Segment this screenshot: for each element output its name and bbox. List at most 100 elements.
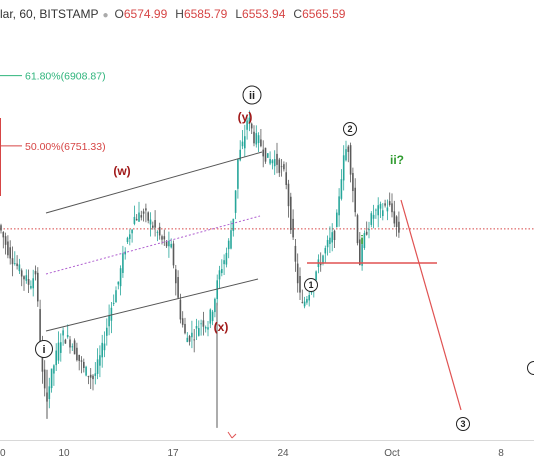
candle-body (299, 275, 301, 293)
candle-body (338, 196, 340, 216)
candle-body (145, 208, 147, 211)
candle-body (37, 272, 39, 302)
candle-body (158, 226, 161, 236)
low-label: L (235, 7, 243, 21)
candle-body (99, 355, 101, 366)
candle-body (94, 373, 97, 376)
candle-body (230, 230, 232, 249)
wave-w-label: (w) (113, 164, 130, 178)
wave-i-label-text: i (42, 344, 45, 356)
candle-body (0, 225, 2, 231)
candle-body (234, 190, 237, 213)
candle-body (285, 172, 287, 185)
candle-body (34, 271, 37, 275)
candle-body (25, 275, 28, 281)
close-label: C (293, 7, 303, 21)
candle-body (103, 343, 106, 351)
candle-body (248, 117, 251, 124)
candle-body (375, 209, 377, 211)
candle-body (370, 213, 373, 225)
candle-body (177, 277, 179, 298)
candle-body (398, 221, 400, 233)
candle-body (149, 219, 152, 225)
candle-body (386, 207, 389, 212)
candle-body (315, 271, 317, 281)
candle-body (62, 330, 64, 336)
candle-body (50, 368, 53, 389)
candle-body (186, 337, 189, 343)
candle-body (273, 159, 276, 167)
candle-body (119, 268, 122, 287)
candle-body (345, 149, 347, 161)
candle-body (306, 298, 308, 303)
candle-body (237, 158, 239, 189)
candle-body (168, 241, 170, 247)
candle-body (257, 135, 260, 144)
candle-body (89, 374, 92, 378)
candle-body (340, 179, 343, 199)
candle-body (73, 340, 76, 355)
candle-body (331, 232, 333, 243)
candle-body (76, 347, 78, 361)
candle-body (110, 307, 113, 321)
candle-body (363, 233, 366, 249)
marker-stub (227, 431, 233, 439)
x-tick-label: 10 (58, 448, 70, 459)
candle-body (368, 229, 370, 231)
candle-body (154, 220, 156, 228)
candle-body (290, 196, 292, 230)
candle-body (9, 247, 11, 259)
candle-body (2, 232, 5, 238)
candle-body (181, 318, 184, 325)
candle-body (57, 342, 60, 361)
wave-3-label-text: 3 (460, 419, 465, 429)
candle-body (250, 123, 253, 129)
candle-body (283, 164, 285, 170)
candle-body (133, 216, 136, 224)
candle-body (227, 240, 230, 250)
candle-body (232, 218, 235, 231)
candle-body (202, 320, 205, 327)
low-value: 6553.94 (242, 7, 286, 21)
candle-body (106, 327, 108, 336)
candle-body (83, 361, 85, 368)
wave-1-label-circle (304, 278, 318, 292)
candle-body (85, 366, 87, 376)
candle-body (184, 323, 186, 334)
candle-body (308, 294, 310, 301)
candlesticks (0, 110, 400, 428)
x-axis: 10 17 24 Oct 8 0 (0, 448, 504, 459)
channel-upper-line (45, 151, 263, 214)
projection-line (400, 199, 462, 411)
candle-body (239, 149, 241, 161)
candle-body (218, 270, 221, 280)
close-value: 6565.59 (302, 7, 346, 21)
candle-body (66, 334, 69, 337)
candle-body (225, 252, 228, 265)
candle-body (260, 139, 262, 147)
symbol-label[interactable]: lar, 60, BITSTAMP (0, 7, 99, 21)
candle-body (117, 281, 120, 285)
candle-body (41, 346, 44, 372)
candle-body (333, 230, 336, 240)
candle-body (96, 359, 99, 374)
candle-body (80, 360, 83, 362)
fibonacci-levels: 61.80%(6908.87) 50.00%(6751.33) (0, 71, 534, 230)
candle-body (278, 159, 281, 173)
candle-body (200, 323, 202, 325)
candle-body (71, 346, 74, 348)
wave-2-label-text: 2 (347, 124, 352, 134)
candle-body (92, 375, 94, 380)
candle-body (193, 339, 195, 341)
candle-body (214, 298, 216, 313)
candle-body (388, 201, 391, 205)
high-label: H (175, 7, 184, 21)
candle-body (175, 269, 177, 284)
candle-body (48, 386, 51, 400)
candle-body (342, 155, 345, 181)
candle-body (382, 210, 384, 217)
candle-body (170, 243, 172, 248)
candle-body (377, 205, 379, 216)
